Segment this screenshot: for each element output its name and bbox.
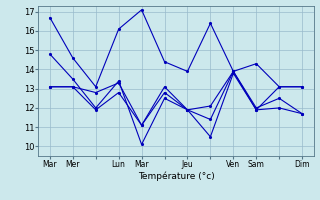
X-axis label: Température (°c): Température (°c) (138, 172, 214, 181)
